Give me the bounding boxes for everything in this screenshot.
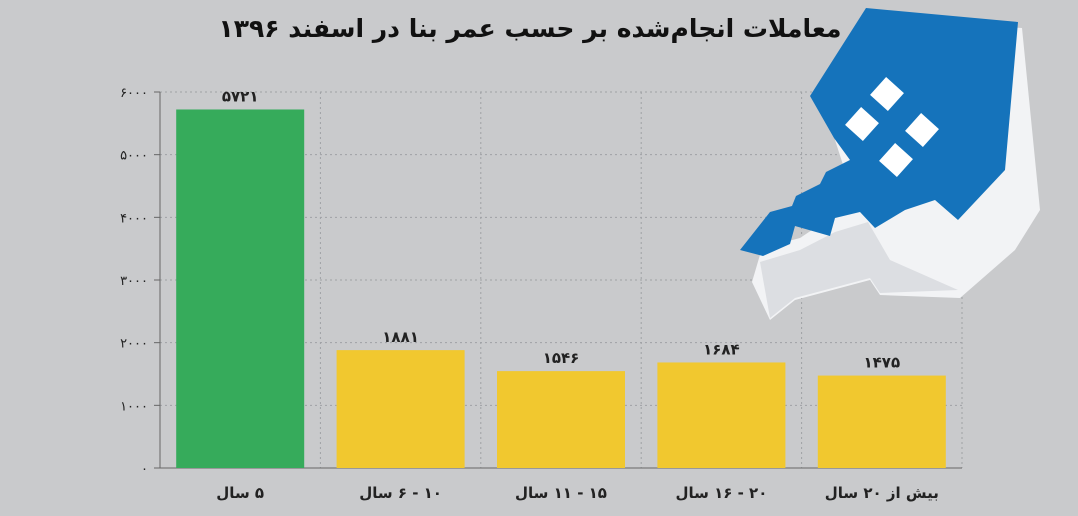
x-tick-label: ۲۰ - ۱۶ سال	[675, 484, 767, 502]
labels: ۵۷۲۱ ۵ سال ۱۸۸۱ ۱۰ - ۶ سال ۱۵۴۶ ۱۵ - ۱۱ سال ۱۶…	[216, 87, 939, 502]
y-tick-label: ۴۰۰۰	[120, 211, 148, 226]
bar	[336, 350, 465, 468]
x-tick-label: ۱۵ - ۱۱ سال	[515, 484, 607, 502]
bars	[176, 109, 946, 468]
bar	[817, 375, 946, 468]
x-tick-label: ۵ سال	[216, 484, 264, 502]
y-tick-label: ۶۰۰۰	[120, 86, 148, 101]
chart-title: معاملات انجام‌شده بر حسب عمر بنا در اسفن…	[218, 14, 842, 43]
y-tick-label: ۵۰۰۰	[120, 149, 148, 164]
bar-value-label: ۱۴۷۵	[863, 354, 900, 372]
axes: ۰ ۱۰۰۰ ۲۰۰۰ ۳۰۰۰ ۴۰۰۰ ۵۰۰۰ ۶۰۰۰	[120, 86, 962, 477]
title-container: معاملات انجام‌شده بر حسب عمر بنا در اسفن…	[200, 14, 860, 43]
y-tick-label: ۰	[141, 462, 148, 477]
bar	[176, 109, 305, 468]
x-tick-label: ۱۰ - ۶ سال	[359, 484, 442, 502]
y-tick-label: ۲۰۰۰	[120, 337, 148, 352]
y-tick-label: ۳۰۰۰	[120, 274, 148, 289]
y-tick-label: ۱۰۰۰	[120, 399, 148, 414]
x-tick-label: بیش از ۲۰ سال	[825, 484, 939, 502]
bar-value-label: ۱۸۸۱	[382, 328, 419, 346]
bar-value-label: ۱۵۴۶	[543, 349, 580, 367]
bar-value-label: ۱۶۸۴	[703, 340, 740, 358]
bar	[657, 362, 786, 468]
bar-value-label: ۵۷۲۱	[222, 87, 259, 105]
bar	[497, 371, 625, 468]
